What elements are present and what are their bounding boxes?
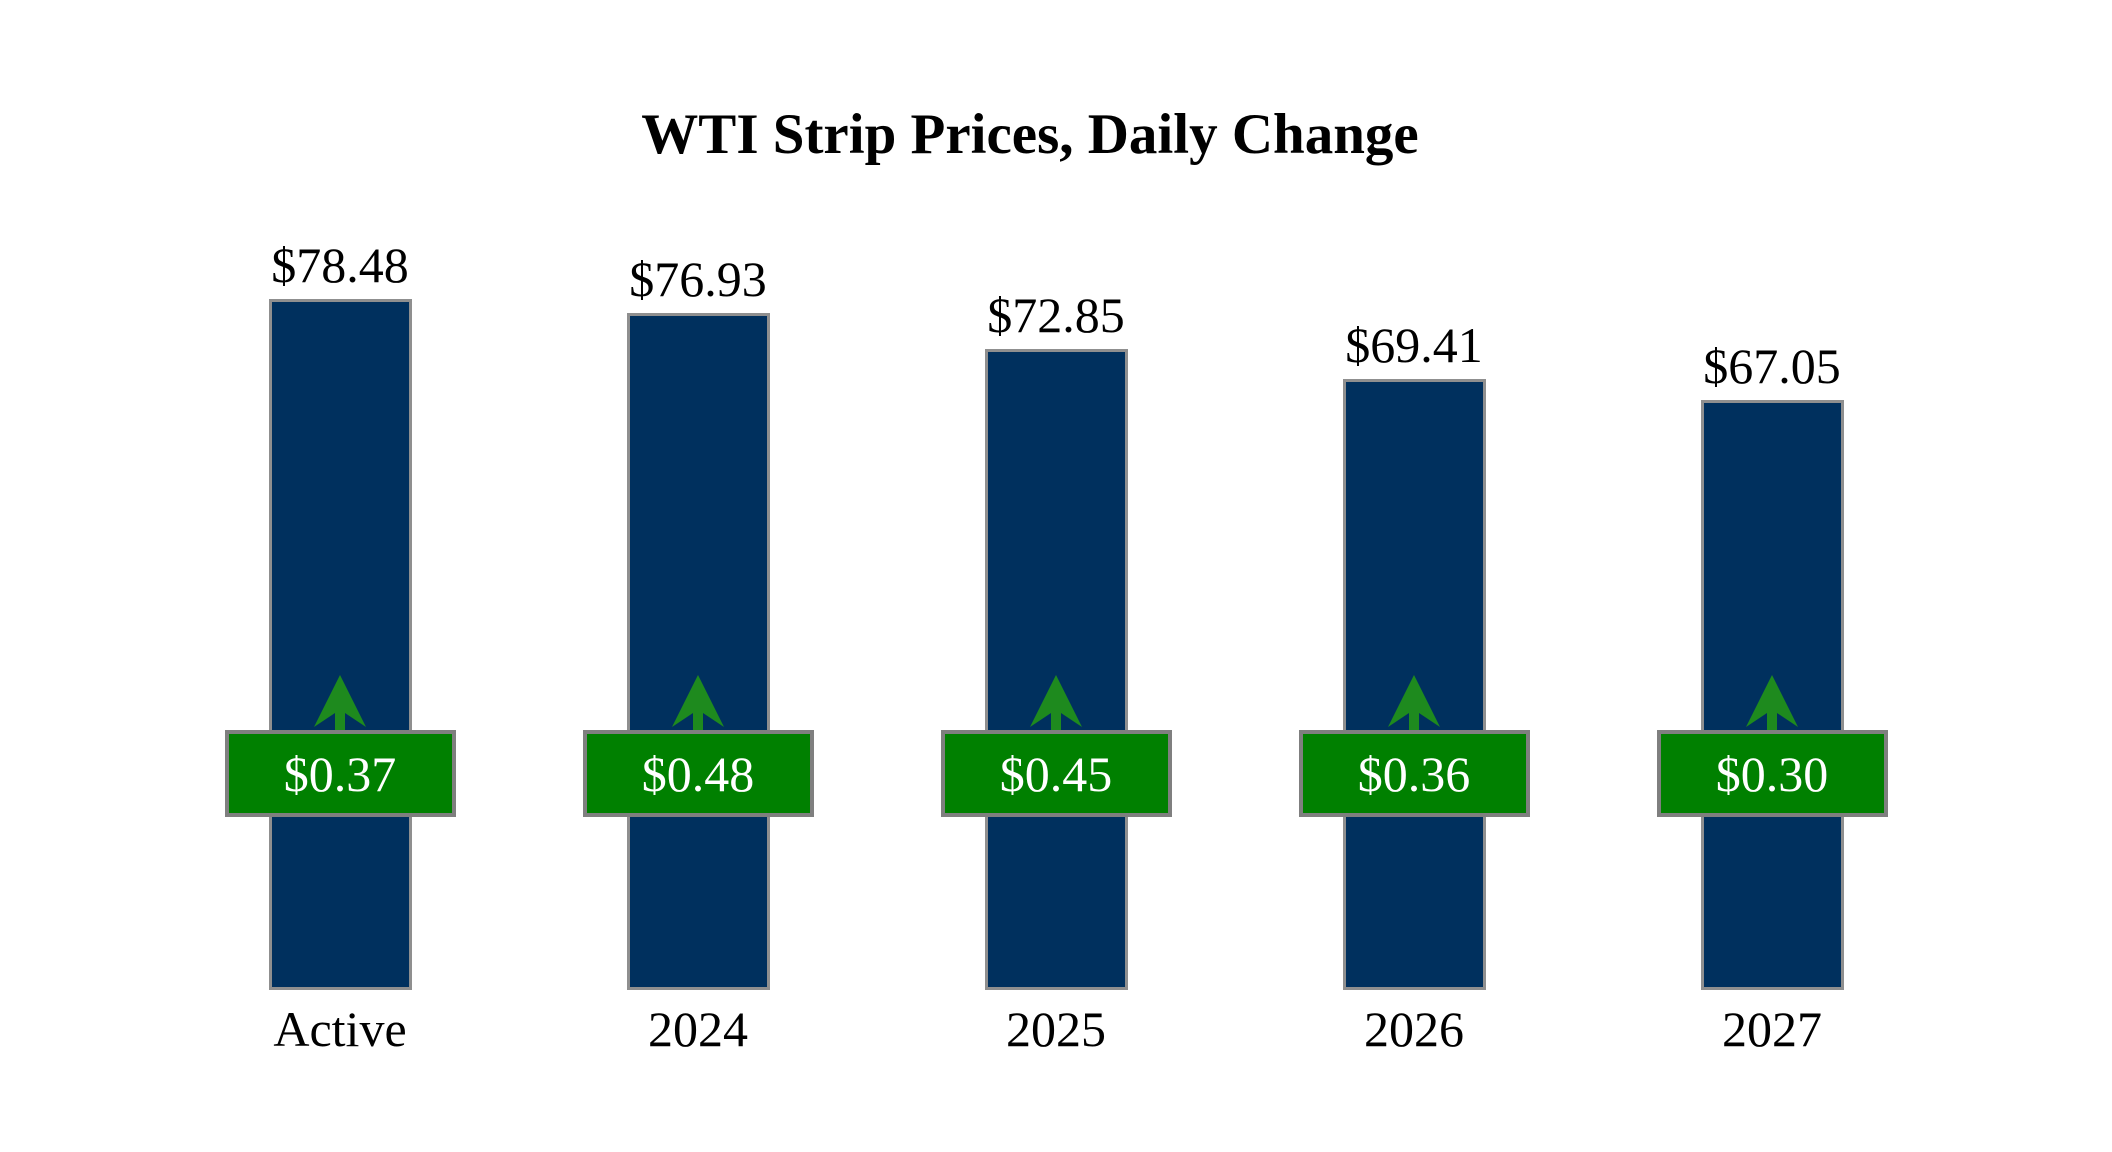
price-value-label: $78.48 (271, 237, 409, 293)
price-value-label: $69.41 (1345, 317, 1483, 373)
daily-change-value: $0.45 (999, 745, 1113, 802)
price-bar (626, 313, 770, 990)
daily-change-value: $0.48 (641, 745, 755, 802)
category-label: Active (273, 1001, 407, 1057)
daily-change-badge: $0.48 (582, 730, 814, 817)
daily-change-badge: $0.37 (224, 730, 456, 817)
up-arrow-icon (314, 675, 366, 731)
price-bar (984, 349, 1128, 990)
category-label: 2025 (1006, 1001, 1106, 1057)
price-bar (1700, 400, 1844, 990)
daily-change-badge: $0.36 (1298, 730, 1530, 817)
price-value-label: $67.05 (1703, 338, 1841, 394)
price-bar (268, 299, 412, 990)
up-arrow-icon (672, 675, 724, 731)
category-label: 2026 (1364, 1001, 1464, 1057)
daily-change-badge: $0.45 (940, 730, 1172, 817)
chart-title: WTI Strip Prices, Daily Change (641, 103, 1419, 166)
up-arrow-icon (1030, 675, 1082, 731)
price-value-label: $72.85 (987, 287, 1125, 343)
daily-change-value: $0.30 (1715, 745, 1829, 802)
category-label: 2027 (1722, 1001, 1822, 1057)
category-label: 2024 (648, 1001, 748, 1057)
price-value-label: $76.93 (629, 251, 767, 307)
daily-change-value: $0.36 (1357, 745, 1471, 802)
daily-change-badge: $0.30 (1656, 730, 1888, 817)
price-bar (1342, 379, 1486, 990)
up-arrow-icon (1388, 675, 1440, 731)
up-arrow-icon (1746, 675, 1798, 731)
daily-change-value: $0.37 (283, 745, 397, 802)
